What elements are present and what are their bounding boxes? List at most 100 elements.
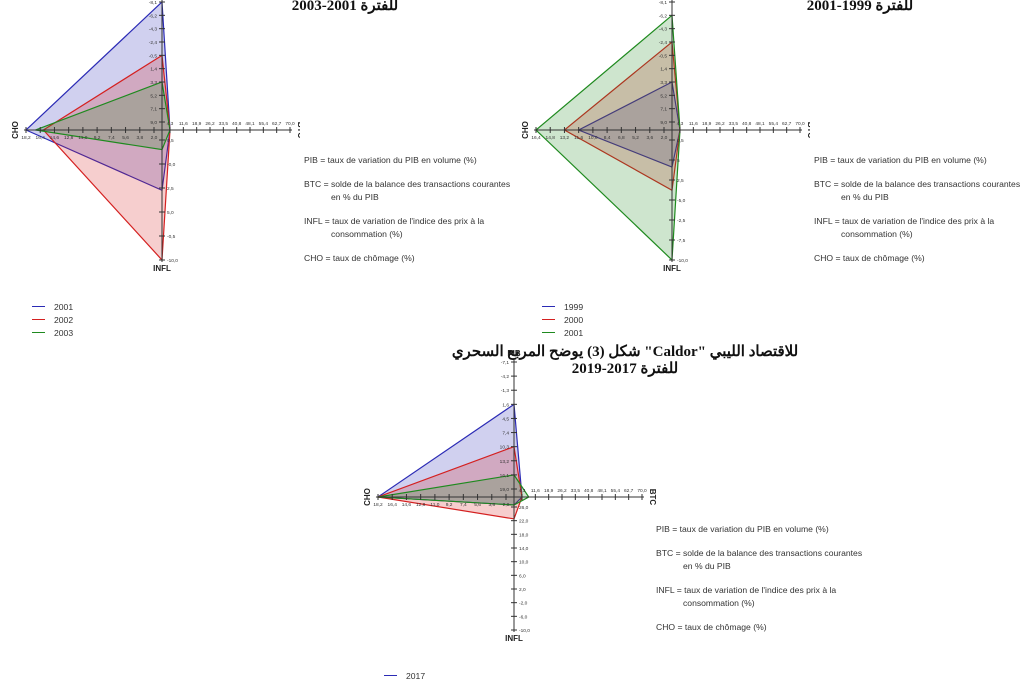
tick-label: -2,4 xyxy=(149,40,158,46)
legend-label: 2000 xyxy=(564,314,584,325)
tick-label: 7,1 xyxy=(150,107,157,113)
legend-item: 2001 xyxy=(542,326,583,339)
tick-label: 5 xyxy=(677,158,680,164)
tick-label: 70,0 xyxy=(795,121,805,127)
def-btc-line2: en % du PIB xyxy=(683,561,731,571)
tick-label: 14,8 xyxy=(546,135,556,141)
chart-3-title-line: للفترة 2017-2019 xyxy=(571,361,679,377)
legend-swatch xyxy=(542,319,555,320)
chart-3-radar: 19,0 16,1 13,2 10,3 7,4 4,5 1,6 -1,3 -4,2 -7,1 4,3… xyxy=(363,350,657,643)
tick-label: 26,2 xyxy=(557,488,567,494)
tick-label: -5,0 xyxy=(677,198,686,204)
tick-label: 16,4 xyxy=(388,502,398,508)
tick-label: 1,4 xyxy=(150,67,157,73)
axis-label-cho: CHO xyxy=(363,488,372,506)
def-infl-line2: consommation (%) xyxy=(331,229,403,239)
tick-label: 10,0 xyxy=(588,135,598,141)
legend-label: 1999 xyxy=(564,301,584,312)
tick-label: 2,5 xyxy=(677,178,684,184)
tick-label: 33,5 xyxy=(219,121,229,127)
tick-label: 70,0 xyxy=(285,121,295,127)
tick-label: -10,0 xyxy=(677,258,688,264)
tick-label: 40,8 xyxy=(742,121,752,127)
chart-2-title: للفترة 1999-2001 xyxy=(785,0,935,15)
def-pib: PIB = taux de variation du PIB en volume… xyxy=(304,155,477,165)
tick-label: 16,4 xyxy=(36,135,46,141)
tick-label: 1,4 xyxy=(660,67,667,73)
chart-2-title-line: للفترة 1999-2001 xyxy=(806,0,914,14)
legend-label: 2001 xyxy=(54,301,74,312)
chart-1-definitions: PIB = taux de variation du PIB en volume… xyxy=(304,154,510,276)
tick-label: -1,3 xyxy=(501,388,510,394)
tick-label: 10,3 xyxy=(500,445,510,451)
def-btc-line1: BTC = solde de la balance des transactio… xyxy=(304,179,511,189)
tick-label: 11,6 xyxy=(689,121,698,127)
tick-label: -2,5 xyxy=(677,218,686,224)
legend-label: 2001 xyxy=(564,327,584,338)
tick-label: 70,0 xyxy=(637,488,647,494)
tick-label: -0,5 xyxy=(149,53,158,59)
tick-label: 33,5 xyxy=(571,488,581,494)
tick-label: 26,2 xyxy=(715,121,725,127)
tick-label: 11,6 xyxy=(531,488,540,494)
chart-1-title: للفترة 2001-2003 xyxy=(270,0,420,15)
tick-label: 55,4 xyxy=(259,121,269,127)
tick-label: 62,7 xyxy=(272,121,282,127)
chart-3-definitions: PIB = taux de variation du PIB en volume… xyxy=(656,523,862,645)
chart-2-radar: 9,0 7,1 5,2 3,3 1,4 -0,5 -2,4 -4,3 -6,2 -8,1 4,3 11… xyxy=(521,0,810,273)
def-btc-line2: en % du PIB xyxy=(841,192,889,202)
tick-label: 0,5 xyxy=(167,138,174,144)
tick-label: 10,0 xyxy=(519,560,529,566)
tick-label: -4,3 xyxy=(659,27,668,33)
tick-label: 22,0 xyxy=(519,519,529,525)
tick-label: 7,4 xyxy=(460,502,467,508)
tick-label: 18,0 xyxy=(519,532,529,538)
tick-label: 5,6 xyxy=(474,502,481,508)
tick-label: 33,5 xyxy=(729,121,739,127)
chart-3-title: شكل (3) يوضح المربع السحري "Caldor" للاق… xyxy=(390,344,860,378)
tick-label: 3,6 xyxy=(646,135,653,141)
legend-label: 2002 xyxy=(54,314,74,325)
def-pib: PIB = taux de variation du PIB en volume… xyxy=(656,524,829,534)
tick-label: 5,0 xyxy=(167,210,174,216)
axis-label-infl: INFL xyxy=(505,634,523,643)
tick-label: -10,0 xyxy=(167,258,178,264)
tick-label: -4,2 xyxy=(501,374,510,380)
tick-label: 14,6 xyxy=(402,502,412,508)
tick-label: -2,4 xyxy=(659,40,668,46)
tick-label: -6,2 xyxy=(149,13,158,19)
legend-item: 2002 xyxy=(32,313,73,326)
axis-label-infl: INFL xyxy=(153,264,171,273)
def-infl-line1: INFL = taux de variation de l'indice des… xyxy=(304,216,485,226)
tick-label: 2,0 xyxy=(503,502,510,508)
tick-label: 4,5 xyxy=(502,416,509,422)
tick-label: 13,2 xyxy=(500,459,510,465)
tick-label: 2,0 xyxy=(151,135,158,141)
tick-label: 55,4 xyxy=(769,121,779,127)
tick-label: 18,9 xyxy=(544,488,554,494)
tick-label: 7,1 xyxy=(660,107,667,113)
chart-1-radar: 9,0 7,1 5,2 3,3 1,4 -0,5 -2,4 -4,3 -6,2 -8,1 4,3 11… xyxy=(11,0,300,273)
tick-label: 18,9 xyxy=(702,121,712,127)
legend-swatch xyxy=(32,319,45,320)
legend-item: 2017 xyxy=(384,669,425,682)
axis-label-btc: BTC xyxy=(296,122,300,139)
def-pib: PIB = taux de variation du PIB en volume… xyxy=(814,155,987,165)
chart-3-title-line: شكل (3) يوضح المربع السحري "Caldor" للاق… xyxy=(451,344,799,360)
tick-label: -8,1 xyxy=(659,0,668,6)
tick-label: 26,2 xyxy=(205,121,215,127)
tick-label: -0,5 xyxy=(167,234,176,240)
tick-label: 3,8 xyxy=(136,135,143,141)
tick-label: 11,0 xyxy=(78,135,87,141)
axis-label-btc: BTC xyxy=(806,122,810,139)
axis-label-btc: BTC xyxy=(648,489,657,506)
def-cho: CHO = taux de chômage (%) xyxy=(656,622,767,632)
tick-label: 18,9 xyxy=(192,121,202,127)
tick-label: 48,1 xyxy=(245,121,255,127)
legend-item: 1999 xyxy=(542,300,583,313)
tick-label: 62,7 xyxy=(624,488,634,494)
legend-item: 2001 xyxy=(32,300,73,313)
legend-swatch xyxy=(32,332,45,333)
tick-label: 9,2 xyxy=(446,502,453,508)
tick-label: 5,2 xyxy=(660,93,667,99)
